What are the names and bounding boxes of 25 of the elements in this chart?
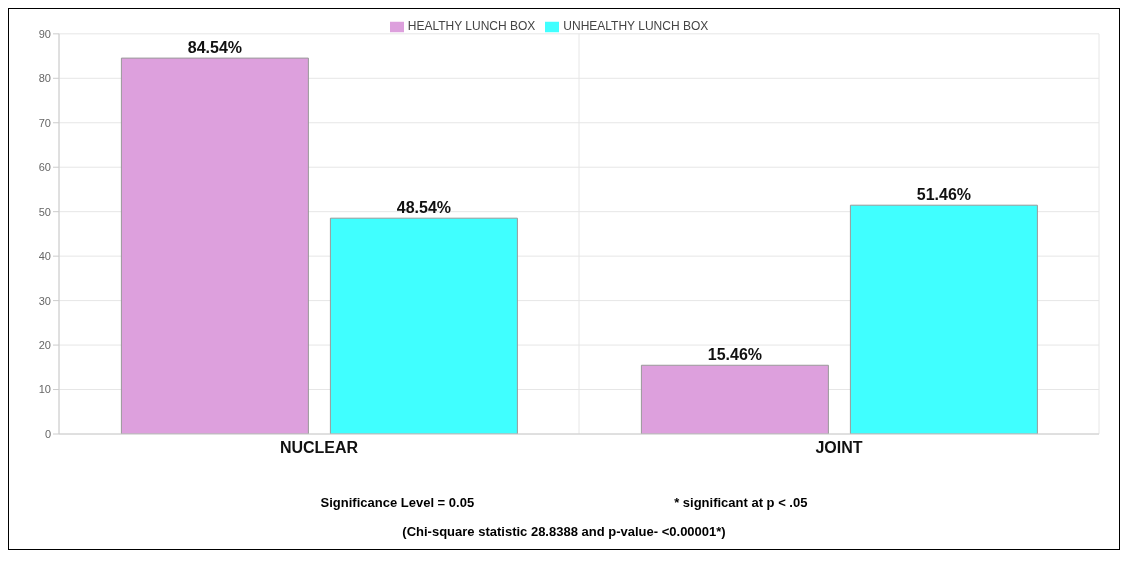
bar (849, 204, 1038, 434)
y-tick-label: 30 (38, 294, 51, 307)
bar (329, 217, 518, 434)
text: Significance Level = 0.05 (320, 495, 475, 510)
y-tick-label: 50 (38, 205, 51, 218)
y-tick-label: 90 (38, 27, 51, 40)
data-label: 15.46% (707, 346, 763, 364)
y-tick-label: 80 (38, 72, 51, 85)
y-tick-label: 20 (38, 338, 51, 351)
text: * significant at p < .05 (674, 495, 808, 510)
bar (640, 364, 829, 434)
y-tick-label: 60 (38, 161, 51, 174)
data-label: 84.54% (187, 39, 243, 57)
data-label: 51.46% (916, 186, 972, 204)
y-tick-label: 0 (44, 427, 51, 440)
legend-label: UNHEALTHY LUNCH BOX (563, 19, 709, 33)
y-tick-label: 70 (38, 116, 51, 129)
x-tick-label: JOINT (815, 439, 863, 457)
bar (120, 57, 309, 434)
legend-label: HEALTHY LUNCH BOX (407, 19, 536, 33)
x-tick-label: NUCLEAR (279, 439, 359, 457)
data-label: 48.54% (396, 199, 452, 217)
text: (Chi-square statistic 28.8388 and p-value- <0.00001*) (402, 524, 726, 539)
y-tick-label: 40 (38, 250, 51, 263)
y-tick-label: 10 (38, 383, 51, 396)
